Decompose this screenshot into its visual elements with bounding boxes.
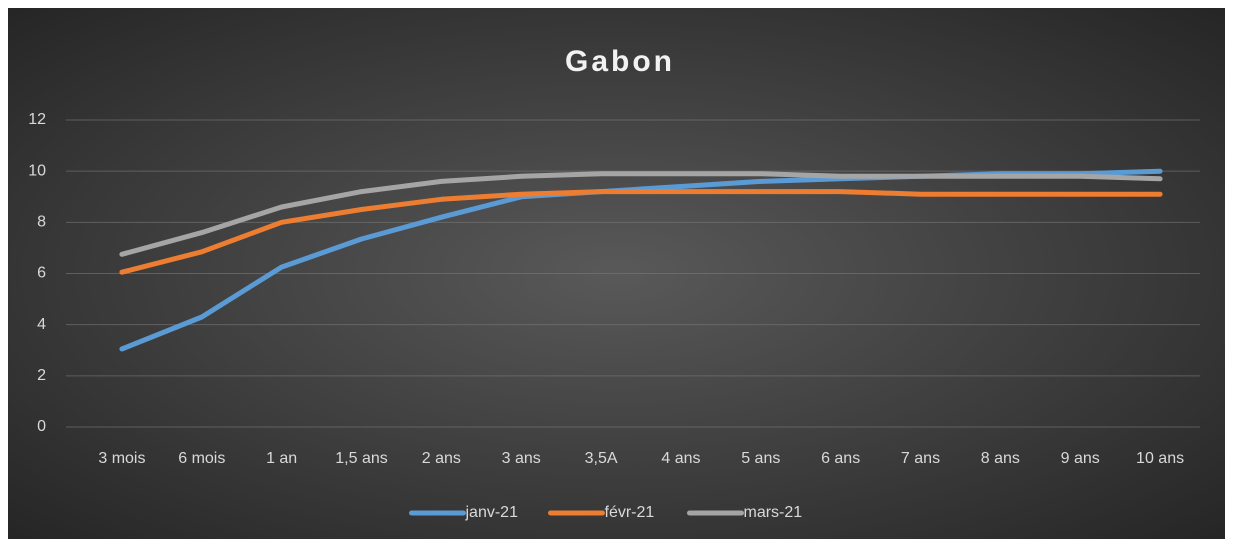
x-tick-label: 2 ans	[422, 450, 461, 467]
y-tick-label: 12	[28, 111, 46, 128]
series-line	[119, 189, 1163, 275]
legend-label: mars-21	[744, 504, 803, 521]
x-tick-label: 3 mois	[98, 450, 145, 467]
x-tick-label: 6 ans	[821, 450, 860, 467]
legend-label: janv-21	[465, 504, 519, 521]
y-tick-label: 6	[37, 265, 46, 282]
x-tick-label: 5 ans	[741, 450, 780, 467]
y-tick-label: 0	[37, 418, 46, 435]
x-tick-label: 3 ans	[502, 450, 541, 467]
x-tick-label: 10 ans	[1136, 450, 1184, 467]
x-tick-label: 1,5 ans	[335, 450, 387, 467]
y-tick-label: 4	[37, 316, 46, 333]
y-tick-label: 2	[37, 367, 46, 384]
chart-title: Gabon	[565, 45, 675, 78]
x-tick-label: 8 ans	[981, 450, 1020, 467]
y-tick-label: 10	[28, 162, 46, 179]
x-tick-label: 6 mois	[178, 450, 225, 467]
series-line	[119, 171, 1163, 257]
x-tick-label: 9 ans	[1061, 450, 1100, 467]
x-tick-label: 3,5A	[585, 450, 618, 467]
y-tick-label: 8	[37, 214, 46, 231]
legend-label: févr-21	[605, 504, 655, 521]
x-tick-label: 7 ans	[901, 450, 940, 467]
x-tick-label: 1 an	[266, 450, 297, 467]
x-tick-label: 4 ans	[661, 450, 700, 467]
